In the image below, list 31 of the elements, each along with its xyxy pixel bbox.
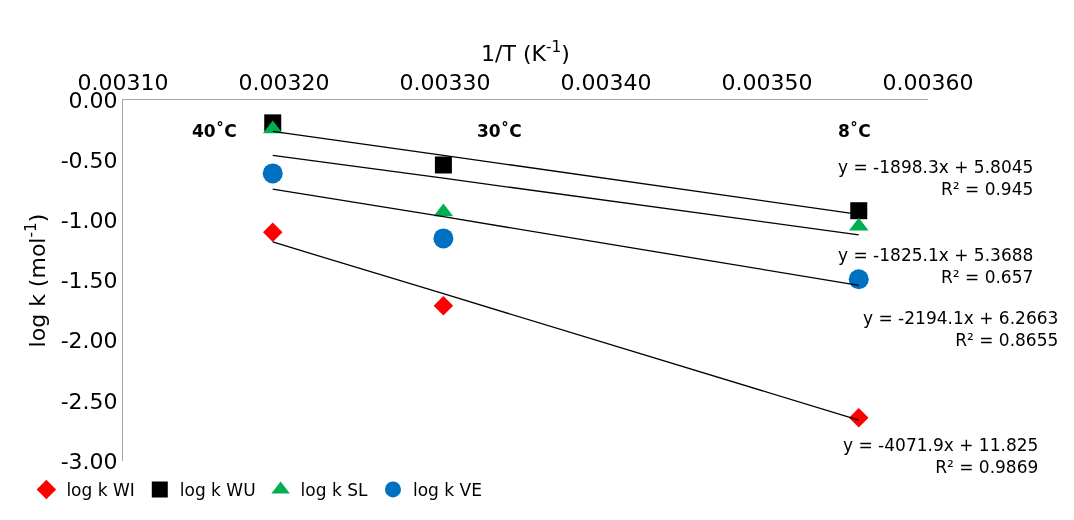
annotation: y = -2194.1x + 6.2663 R² = 0.8655 [863, 308, 1059, 351]
x-tick-label: 0.00350 [721, 70, 813, 96]
annotation: 30˚C [477, 120, 522, 141]
point [850, 202, 868, 220]
legend-label: log k WU [179, 480, 256, 501]
y-tick-label: -2.00 [60, 328, 118, 354]
annotation: 40˚C [192, 120, 237, 141]
x-tick-label: 0.00360 [882, 70, 974, 96]
x-tick-label: 0.00320 [238, 70, 330, 96]
point [434, 156, 452, 174]
annotation: y = -1898.3x + 5.8045 R² = 0.945 [838, 157, 1034, 200]
x-tick-label: 0.00340 [560, 70, 652, 96]
annotation: y = -1825.1x + 5.3688 R² = 0.657 [838, 245, 1034, 288]
x-tick-label: 0.00330 [399, 70, 491, 96]
y-tick-label: -1.50 [60, 268, 118, 294]
point [262, 163, 283, 184]
y-tick-label: -3.00 [60, 448, 118, 474]
legend-label: log k VE [412, 480, 482, 501]
y-tick-label: -2.50 [60, 388, 118, 414]
x-axis-title: 1/T (K$^{-1}$) [481, 37, 570, 66]
point [433, 296, 454, 316]
y-tick-label: -1.00 [60, 208, 118, 234]
y-tick-label: -0.50 [60, 147, 118, 173]
legend-label: log k SL [300, 480, 368, 501]
point [433, 228, 454, 249]
point [262, 222, 283, 243]
point [849, 407, 869, 428]
annotation: 8˚C [838, 120, 871, 141]
annotation: y = -4071.9x + 11.825 R² = 0.9869 [843, 435, 1039, 478]
legend-label: log k WI [66, 480, 135, 501]
point [848, 269, 869, 290]
